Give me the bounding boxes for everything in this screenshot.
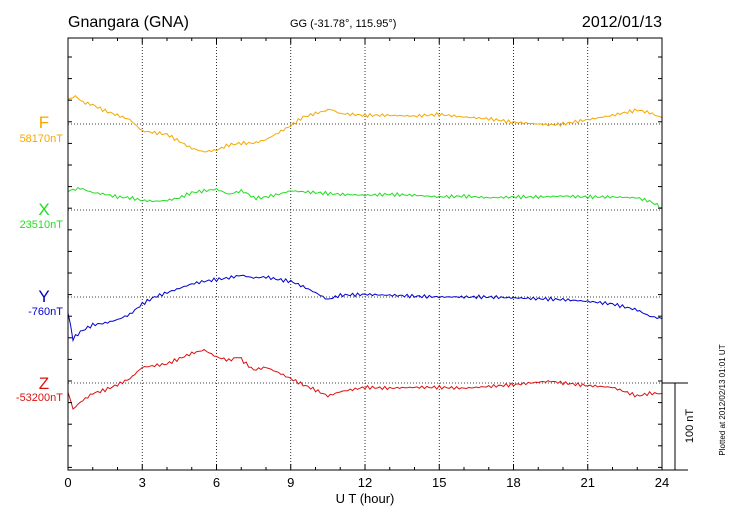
- series-line-z: [67, 348, 663, 410]
- station-title: Gnangara (GNA): [68, 14, 189, 31]
- x-tick-label: 21: [581, 475, 595, 490]
- x-tick-label: 12: [358, 475, 372, 490]
- component-label-f: F: [39, 113, 49, 132]
- series-line-x: [67, 186, 663, 209]
- x-tick-label: 18: [506, 475, 520, 490]
- baseline-value-f: 58170nT: [20, 133, 64, 145]
- series-group: [67, 95, 663, 410]
- scale-bar-label: 100 nT: [684, 409, 696, 444]
- series-line-f: [67, 95, 663, 153]
- baseline-value-z: -53200nT: [16, 392, 63, 404]
- plotted-timestamp: Plotted at 2012/02/13 01:01 UT: [718, 344, 727, 455]
- axis-ticks: 0 3 6 9 12 15 18 21 24: [64, 38, 669, 490]
- scale-bar: 100 nT: [662, 382, 696, 471]
- x-tick-label: 9: [287, 475, 294, 490]
- baseline-value-y: -760nT: [28, 306, 63, 318]
- station-coords: GG (-31.78°, 115.95°): [290, 18, 396, 30]
- x-tick-label: 3: [139, 475, 146, 490]
- component-label-z: Z: [39, 374, 49, 393]
- x-axis-label: U T (hour): [336, 491, 395, 506]
- baseline-value-x: 23510nT: [20, 219, 64, 231]
- x-tick-label: 24: [655, 475, 669, 490]
- x-tick-label: 0: [64, 475, 71, 490]
- component-label-y: Y: [38, 287, 49, 306]
- series-line-y: [67, 274, 663, 343]
- x-tick-label: 15: [432, 475, 446, 490]
- component-label-x: X: [38, 200, 49, 219]
- x-tick-label: 6: [213, 475, 220, 490]
- grid: [68, 38, 662, 470]
- chart-date: 2012/01/13: [582, 14, 662, 31]
